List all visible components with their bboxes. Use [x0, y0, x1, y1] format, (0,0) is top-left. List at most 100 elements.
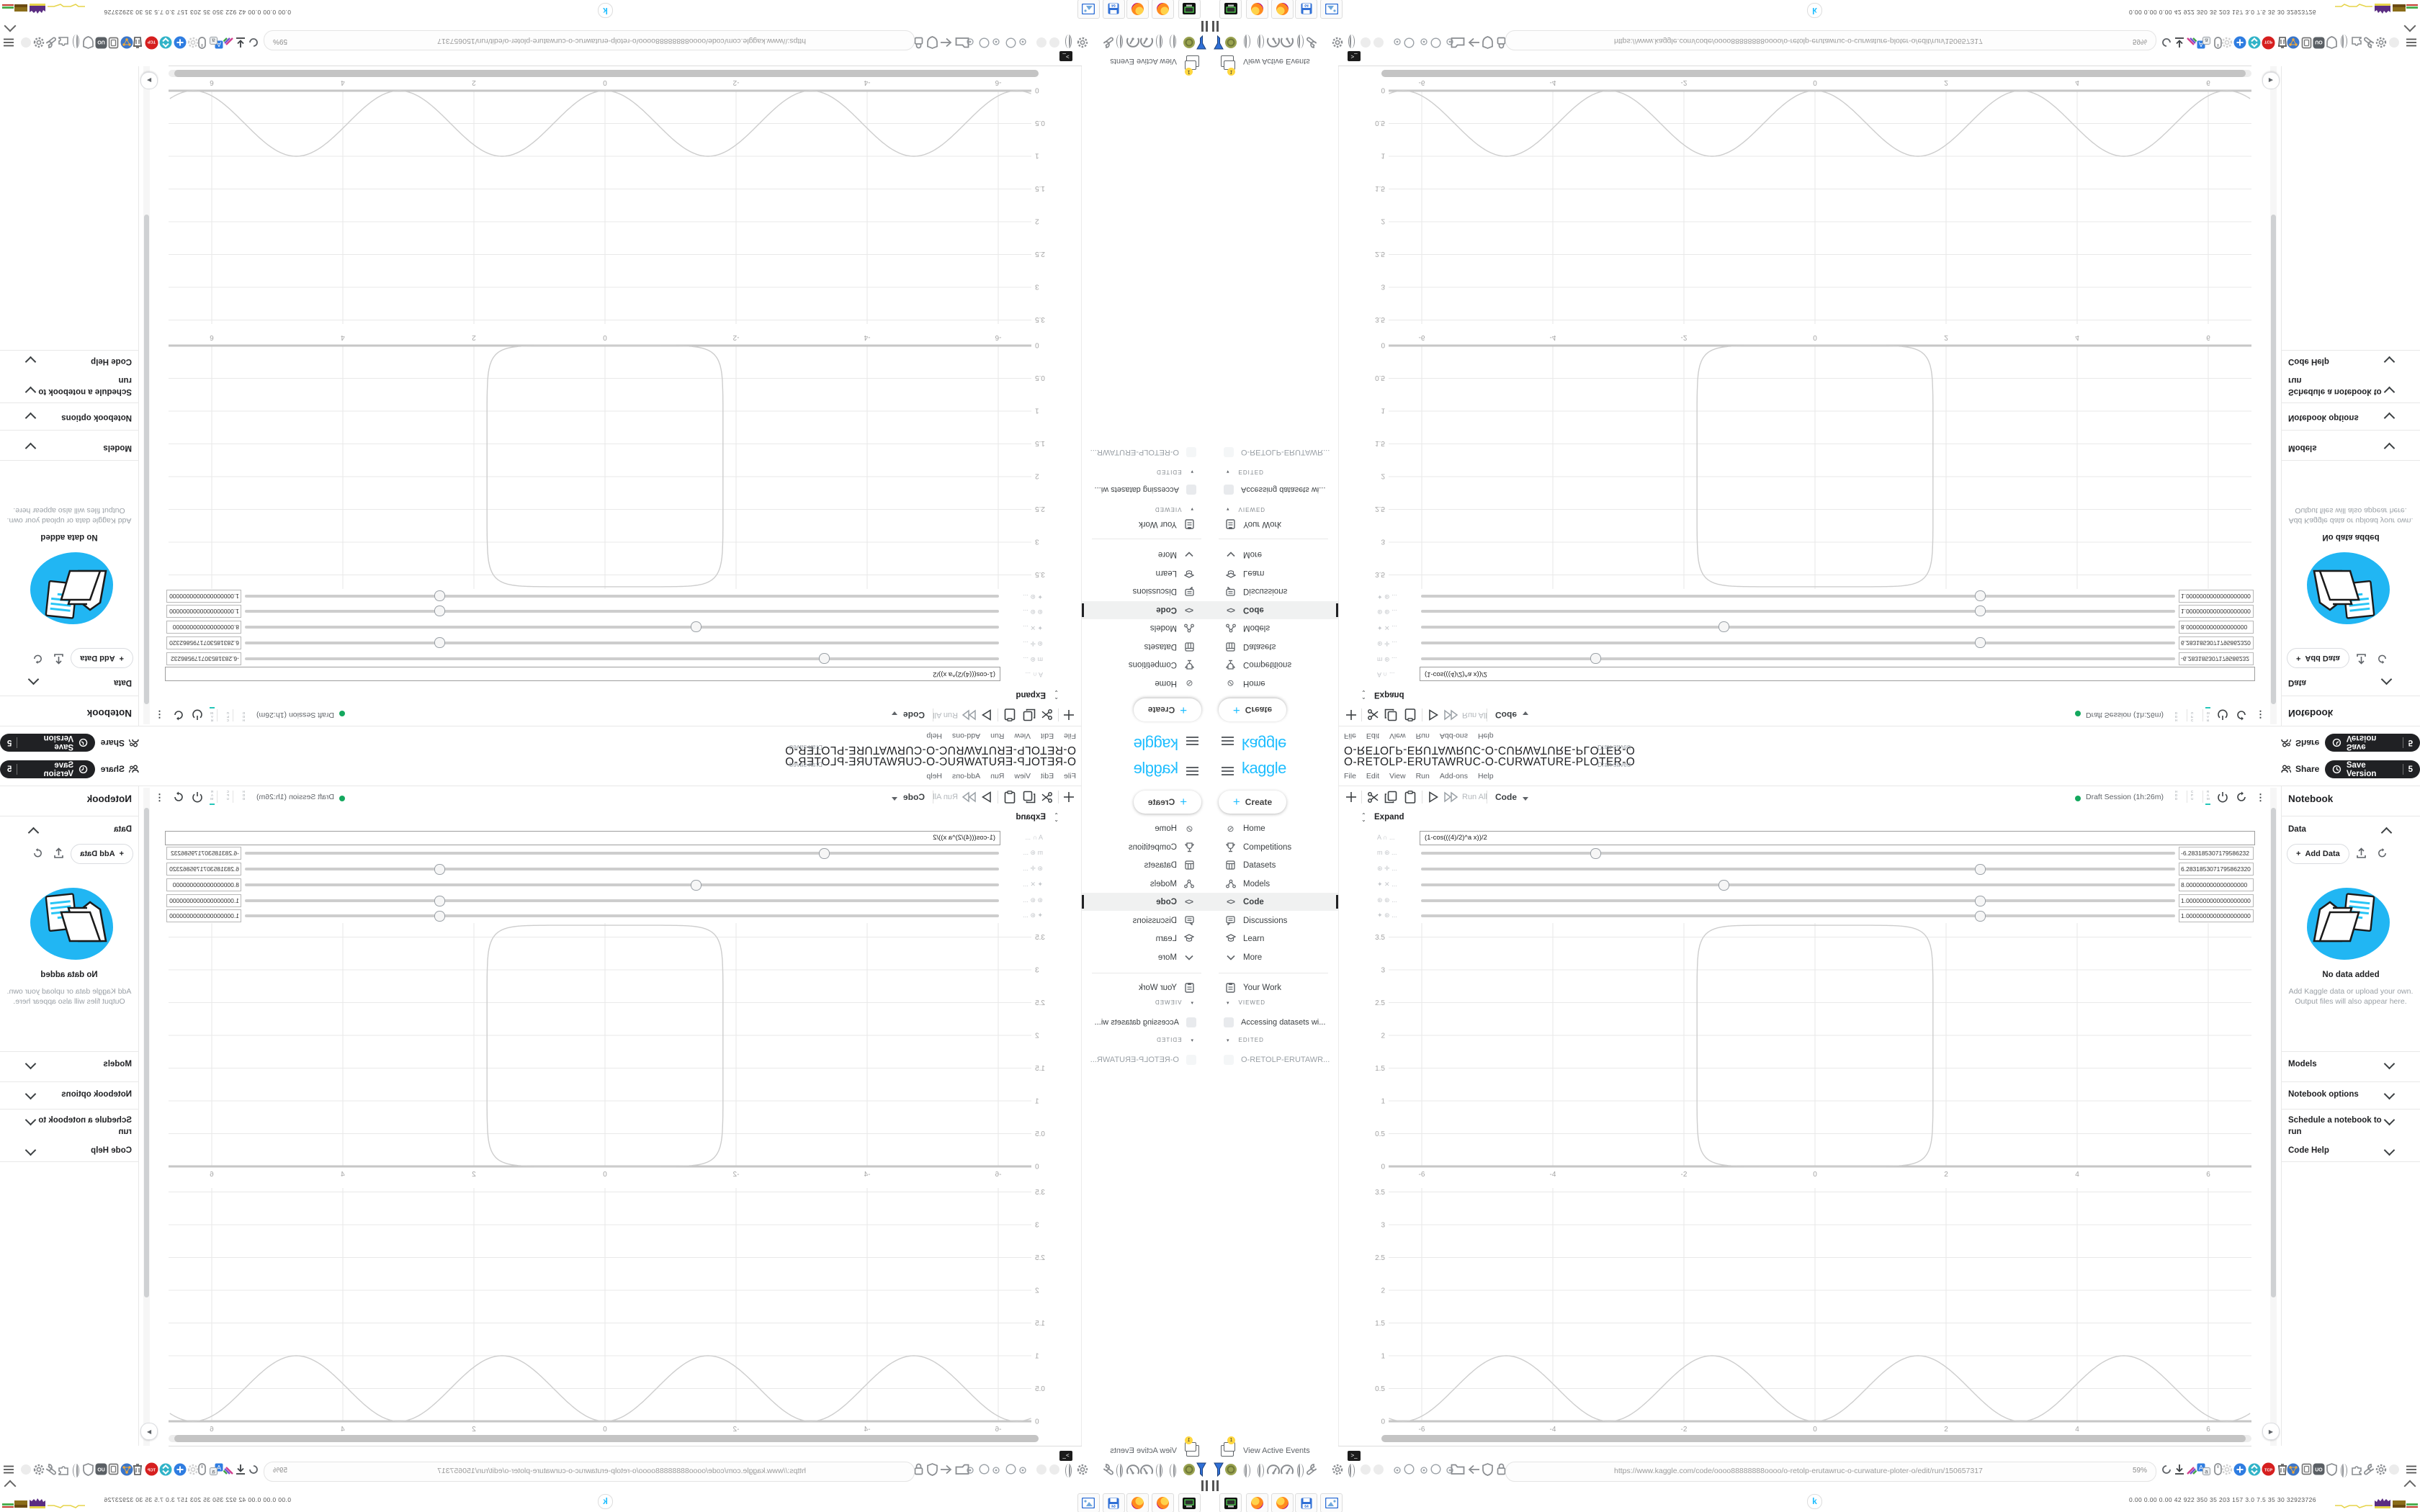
olive-circle-icon[interactable]	[1224, 1463, 1238, 1478]
tcp-red-icon[interactable]: TCP	[2262, 32, 2275, 50]
olive-circle-icon[interactable]	[1182, 1463, 1196, 1480]
pin-icon[interactable]	[1214, 32, 1224, 50]
sidebar-item-discussions[interactable]: Discussions	[1082, 582, 1210, 600]
mouse-icon[interactable]	[195, 1463, 210, 1478]
slider-handle[interactable]	[819, 653, 830, 664]
sidebar-item-learn[interactable]: Learn	[1210, 930, 1338, 948]
radio-dot-icon[interactable]	[1446, 35, 1453, 48]
ghost-circle-icon[interactable]	[2387, 34, 2401, 48]
run-all-button[interactable]: Run All	[1462, 711, 1487, 719]
sidebar-item-your-work[interactable]: Your Work	[1082, 978, 1210, 996]
sidebar-item-datasets[interactable]: Datasets	[1082, 856, 1210, 874]
download-icon[interactable]	[233, 34, 248, 48]
slider-value[interactable]: 1.0000000000000000000	[166, 605, 241, 618]
gear-icon[interactable]	[1331, 1463, 1344, 1480]
cut-cell-button[interactable]	[1367, 707, 1379, 723]
slider-handle[interactable]	[434, 590, 446, 601]
gear-icon[interactable]	[1330, 1464, 1345, 1478]
uo-badge-icon[interactable]: UO	[96, 33, 108, 49]
sidebar-item-models[interactable]: Models	[1082, 619, 1210, 637]
url-text[interactable]: https://www.kaggle.com/code/oooo88888888…	[1614, 37, 1983, 45]
run-cell-button[interactable]	[982, 789, 992, 805]
slider-track[interactable]	[245, 657, 999, 660]
slider-track[interactable]	[245, 914, 999, 917]
arrow-left-icon[interactable]	[941, 1464, 953, 1478]
globe-icon[interactable]	[1259, 1464, 1260, 1477]
shield-icon[interactable]	[1482, 33, 1493, 50]
menu-icon[interactable]	[2406, 1464, 2417, 1478]
save-version-button[interactable]: Save Version 5	[2325, 760, 2420, 778]
folder-icon[interactable]	[1451, 1464, 1465, 1478]
kaggle-favicon[interactable]: k	[1807, 1494, 1822, 1509]
copy-cell-button[interactable]	[1384, 789, 1397, 805]
gear-icon[interactable]	[1075, 1464, 1090, 1478]
ghost-circle-icon[interactable]	[2388, 1464, 2400, 1479]
sidebar-item-your-work[interactable]: Your Work	[1082, 516, 1210, 534]
sidebar-item-home[interactable]: ⊘ Home	[1210, 675, 1338, 693]
gear-icon[interactable]	[2374, 34, 2388, 48]
create-button[interactable]: + Create	[1219, 698, 1286, 721]
share-globe-icon[interactable]	[2287, 33, 2300, 50]
expand-icon[interactable]: ⌃ ⌄	[1361, 689, 1366, 700]
globe-icon[interactable]	[1167, 1464, 1181, 1478]
refresh-icon[interactable]	[246, 34, 261, 48]
puzzle-icon[interactable]	[58, 33, 70, 49]
tcp-red-icon[interactable]: TCP	[145, 32, 159, 50]
updown-teal-icon[interactable]	[2247, 1463, 2262, 1478]
firefox-app-icon[interactable]	[1126, 1493, 1149, 1512]
olive-circle-icon[interactable]	[1183, 1463, 1196, 1480]
gear-icon[interactable]	[32, 33, 45, 50]
chevron-down-icon[interactable]	[24, 412, 37, 424]
sidebar-section-viewed[interactable]: ▾ VIEWED	[1210, 999, 1338, 1006]
gear-faded-icon[interactable]	[187, 1463, 200, 1480]
horizontal-scrollbar[interactable]	[1381, 1435, 2251, 1442]
refresh-icon[interactable]	[2159, 1464, 2174, 1478]
lock-icon[interactable]	[912, 34, 926, 49]
scrollbar-thumb[interactable]	[174, 1435, 1039, 1442]
firefox-app-icon[interactable]	[1126, 0, 1149, 19]
menu-run[interactable]: Run	[1415, 772, 1430, 780]
kebab-menu-icon[interactable]: ⋮	[2256, 792, 2265, 803]
wrench-icon[interactable]	[1304, 34, 1319, 48]
gear-faded-icon[interactable]	[2220, 34, 2234, 48]
create-button[interactable]: + Create	[1134, 791, 1201, 814]
slider-value[interactable]: 1.0000000000000000000	[166, 909, 241, 922]
slider-value[interactable]: 8.000000000000000000	[2179, 878, 2254, 891]
radio-circle-icon[interactable]	[979, 1464, 990, 1478]
download-icon[interactable]	[2174, 34, 2185, 49]
panel-section-schedule-a-notebook-to-run[interactable]: Schedule a notebook to run	[38, 376, 132, 396]
gear-icon[interactable]	[2374, 1464, 2388, 1478]
globe-icon[interactable]	[1062, 1464, 1077, 1478]
view-active-events-button[interactable]: 1 View Active Events	[1210, 1436, 1338, 1460]
view-active-events-button[interactable]: 1 View Active Events	[1082, 52, 1210, 76]
hamburger-menu-icon[interactable]	[1222, 767, 1234, 776]
image-app-icon[interactable]	[1077, 1493, 1100, 1512]
slider-track[interactable]	[1421, 868, 2175, 870]
panel-section-notebook-options[interactable]: Notebook options	[2288, 413, 2359, 422]
folder-icon[interactable]	[1451, 33, 1465, 49]
cell-type-dropdown[interactable]: Code	[903, 710, 925, 720]
sidebar-item-edited-recent[interactable]: O-RETOLP-ERUTAWR...	[1082, 445, 1210, 459]
radio-dot-icon[interactable]	[963, 34, 977, 48]
chevron-up-icon[interactable]	[2403, 19, 2416, 32]
chevron-down-icon[interactable]	[24, 1114, 37, 1126]
menu-icon[interactable]	[2404, 34, 2419, 48]
ghost-circle-icon[interactable]	[1371, 1464, 1386, 1478]
folder-icon[interactable]	[1451, 1463, 1465, 1479]
slider-track[interactable]	[1421, 883, 2175, 886]
gauge-icon[interactable]	[1281, 1464, 1294, 1479]
share-button[interactable]: Share	[101, 738, 139, 748]
puzzle-icon[interactable]	[2349, 34, 2364, 48]
upload-icon[interactable]	[53, 847, 64, 863]
wrench-icon[interactable]	[2362, 34, 2376, 48]
gauge-icon[interactable]	[1126, 34, 1139, 49]
uo-badge-icon[interactable]: UO	[2313, 1463, 2325, 1479]
brush-icon[interactable]	[2186, 34, 2197, 49]
slider-value[interactable]: -6.283185307179586232	[2179, 847, 2254, 860]
shield-icon[interactable]	[2324, 1462, 2339, 1478]
formula-input[interactable]: (1-cos(((4)/2)^a x))/2	[165, 831, 1000, 845]
sidebar-item-learn[interactable]: Learn	[1082, 930, 1210, 948]
trash-icon[interactable]	[130, 1464, 145, 1478]
sidebar-item-more[interactable]: More	[1210, 948, 1338, 966]
